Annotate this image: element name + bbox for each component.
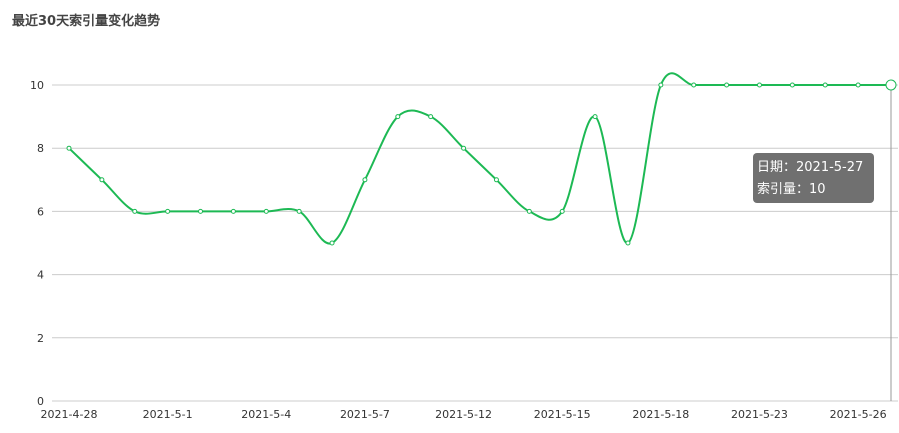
data-point — [99, 177, 105, 183]
data-point — [625, 240, 631, 246]
data-point — [855, 82, 861, 88]
chart-title: 最近30天索引量变化趋势 — [12, 14, 161, 29]
data-point — [296, 208, 302, 214]
data-point — [691, 82, 697, 88]
x-tick-label: 2021-5-7 — [340, 408, 390, 421]
x-tick-label: 2021-5-26 — [830, 408, 887, 421]
tooltip-date-label: 日期： — [757, 160, 797, 175]
data-point — [461, 145, 467, 151]
data-point — [362, 177, 368, 183]
data-point — [822, 82, 828, 88]
data-point — [165, 208, 171, 214]
data-point — [230, 208, 236, 214]
tooltip-value: 10 — [809, 182, 826, 197]
data-point — [658, 82, 664, 88]
data-point — [592, 114, 598, 120]
data-point — [756, 82, 762, 88]
data-point — [263, 208, 269, 214]
data-point-highlighted — [885, 79, 897, 91]
x-tick-label: 2021-5-12 — [435, 408, 492, 421]
data-point — [66, 145, 72, 151]
x-tick-label: 2021-4-28 — [41, 408, 98, 421]
tooltip-value-label: 索引量： — [757, 182, 810, 197]
data-point — [329, 240, 335, 246]
y-tick-label: 8 — [37, 142, 44, 155]
data-point — [789, 82, 795, 88]
data-point — [428, 114, 434, 120]
x-tick-label: 2021-5-4 — [241, 408, 291, 421]
data-point — [493, 177, 499, 183]
data-point — [724, 82, 730, 88]
data-point — [132, 208, 138, 214]
x-tick-label: 2021-5-15 — [534, 408, 591, 421]
tooltip-date: 2021-5-27 — [796, 160, 864, 175]
y-tick-label: 0 — [37, 395, 44, 408]
y-tick-label: 10 — [30, 79, 44, 92]
data-point — [559, 208, 565, 214]
y-tick-label: 2 — [37, 332, 44, 345]
data-point — [198, 208, 204, 214]
x-tick-label: 2021-5-18 — [632, 408, 689, 421]
x-tick-label: 2021-5-23 — [731, 408, 788, 421]
data-point — [395, 114, 401, 120]
tooltip: 日期：2021-5-27 索引量：10 — [753, 153, 874, 203]
data-point — [526, 208, 532, 214]
y-tick-label: 6 — [37, 205, 44, 218]
x-tick-label: 2021-5-1 — [143, 408, 193, 421]
y-tick-label: 4 — [37, 269, 44, 282]
